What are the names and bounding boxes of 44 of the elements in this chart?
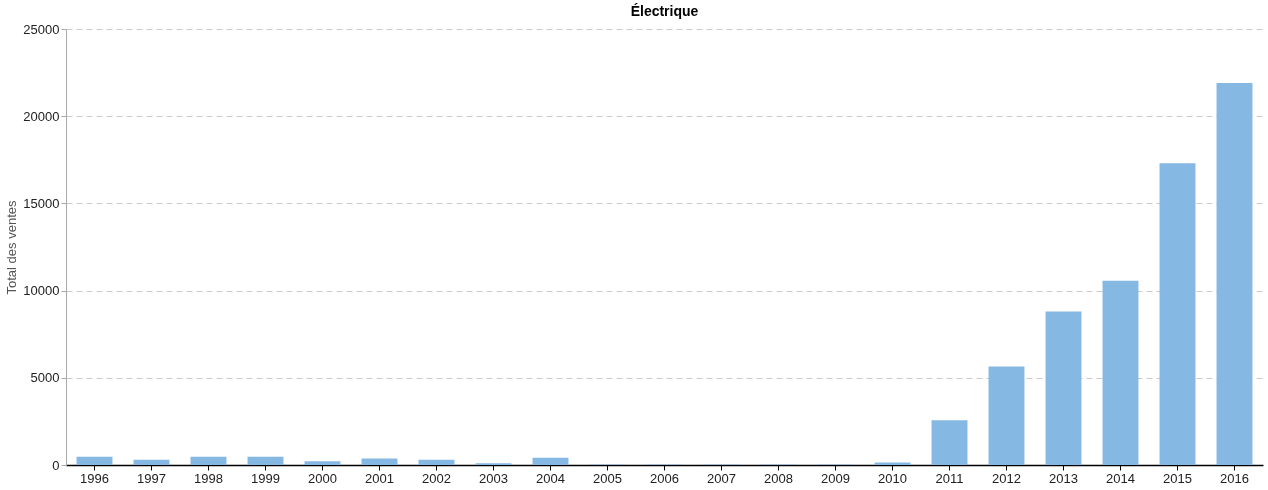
y-tick-label: 10000 bbox=[23, 283, 60, 299]
x-tick-label: 2006 bbox=[650, 470, 679, 486]
y-tick-label: 0 bbox=[52, 457, 60, 473]
x-tick-label: 2001 bbox=[365, 470, 394, 486]
x-tick-label: 2005 bbox=[593, 470, 622, 486]
chart-title: Électrique bbox=[630, 3, 699, 19]
x-tick-label: 2008 bbox=[764, 470, 793, 486]
bar bbox=[361, 458, 398, 465]
x-tick-label: 1998 bbox=[194, 470, 223, 486]
x-tick-label: 2007 bbox=[707, 470, 736, 486]
x-tick-label: 1996 bbox=[80, 470, 109, 486]
y-axis-title: Total des ventes bbox=[4, 200, 20, 295]
y-tick-label: 15000 bbox=[23, 195, 60, 211]
x-tick-label: 2016 bbox=[1220, 470, 1249, 486]
bar bbox=[1216, 83, 1253, 465]
bar bbox=[988, 366, 1025, 465]
x-tick-label: 2015 bbox=[1163, 470, 1192, 486]
bar bbox=[1159, 163, 1196, 465]
bar bbox=[190, 456, 227, 465]
x-tick-label: 2011 bbox=[935, 470, 964, 486]
x-tick-label: 1997 bbox=[137, 470, 166, 486]
y-tick-label: 5000 bbox=[30, 370, 60, 386]
bar bbox=[247, 456, 284, 465]
bar bbox=[1102, 280, 1139, 465]
bar bbox=[1045, 311, 1082, 465]
x-tick-label: 2012 bbox=[992, 470, 1021, 486]
x-tick-label: 1999 bbox=[251, 470, 280, 486]
bar bbox=[931, 420, 968, 465]
y-tick-label: 20000 bbox=[23, 108, 60, 124]
bar bbox=[418, 459, 455, 465]
x-tick-label: 2013 bbox=[1049, 470, 1078, 486]
x-tick-label: 2002 bbox=[422, 470, 451, 486]
x-tick-label: 2009 bbox=[821, 470, 850, 486]
x-tick-label: 2014 bbox=[1106, 470, 1135, 486]
y-tick-label: 25000 bbox=[23, 21, 60, 37]
bar bbox=[133, 459, 170, 465]
bar bbox=[304, 461, 341, 465]
x-tick-label: 2010 bbox=[878, 470, 907, 486]
x-tick-label: 2004 bbox=[536, 470, 565, 486]
x-tick-label: 2000 bbox=[308, 470, 337, 486]
bar bbox=[874, 462, 911, 465]
x-tick-label: 2003 bbox=[479, 470, 508, 486]
bar bbox=[532, 457, 569, 465]
bar bbox=[76, 456, 113, 465]
